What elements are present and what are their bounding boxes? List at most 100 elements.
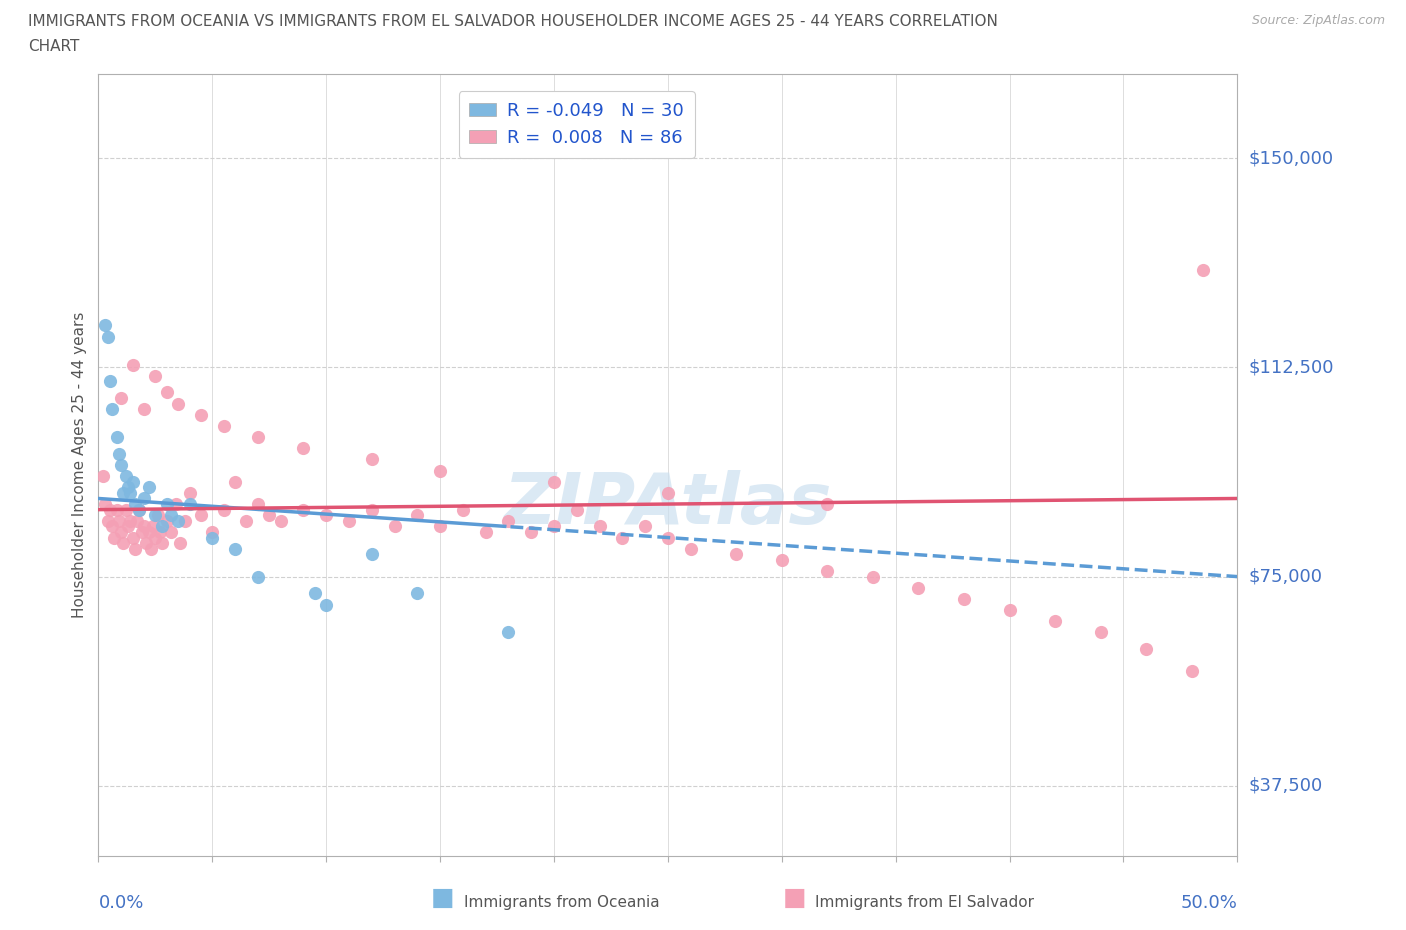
Point <box>139 541 162 556</box>
Point <box>770 552 793 567</box>
Point <box>953 591 976 606</box>
Point <box>117 480 139 495</box>
Point <box>101 519 124 534</box>
Point <box>862 569 884 584</box>
Point <box>128 502 150 517</box>
Point <box>612 530 634 545</box>
Point <box>160 508 183 523</box>
Point <box>292 441 315 456</box>
Point <box>212 418 235 433</box>
Point <box>246 430 269 445</box>
Point <box>315 508 337 523</box>
Point <box>96 329 118 344</box>
Point <box>498 513 520 528</box>
Point <box>190 407 212 422</box>
Point <box>145 530 167 545</box>
Point <box>179 485 201 500</box>
Point <box>142 519 165 534</box>
Point <box>474 525 496 539</box>
Point <box>543 519 565 534</box>
Point <box>120 485 142 500</box>
Point <box>201 525 224 539</box>
Point <box>657 485 679 500</box>
Point <box>131 525 153 539</box>
Point <box>156 497 179 512</box>
Point <box>169 536 191 551</box>
Point <box>120 513 142 528</box>
Point <box>110 458 132 472</box>
Point <box>145 368 167 383</box>
Point <box>145 508 167 523</box>
Point <box>124 541 146 556</box>
Point <box>135 536 157 551</box>
Point <box>190 508 212 523</box>
Point <box>1090 625 1112 640</box>
Point <box>498 625 520 640</box>
Point <box>110 525 132 539</box>
Point <box>112 536 135 551</box>
Y-axis label: Householder Income Ages 25 - 44 years: Householder Income Ages 25 - 44 years <box>72 312 87 618</box>
Point <box>128 502 150 517</box>
Point <box>96 513 118 528</box>
Point <box>110 391 132 405</box>
Point <box>114 502 136 517</box>
Point <box>160 525 183 539</box>
Point <box>360 547 382 562</box>
Point <box>304 586 326 601</box>
Point <box>138 525 160 539</box>
Point <box>429 463 451 478</box>
Text: $150,000: $150,000 <box>1249 149 1333 167</box>
Point <box>1043 614 1066 629</box>
Point <box>105 430 128 445</box>
Point <box>132 491 155 506</box>
Point <box>1181 664 1204 679</box>
Point <box>451 502 474 517</box>
Point <box>101 402 124 417</box>
Point <box>156 385 179 400</box>
Point <box>121 474 143 489</box>
Point <box>815 564 838 578</box>
Point <box>165 497 187 512</box>
Point <box>406 508 429 523</box>
Point <box>167 396 190 411</box>
Point <box>94 497 117 512</box>
Point <box>112 485 135 500</box>
Text: $75,000: $75,000 <box>1249 567 1323 586</box>
Point <box>117 519 139 534</box>
Point <box>998 603 1021 618</box>
Point <box>121 530 143 545</box>
Point <box>565 502 588 517</box>
Legend: R = -0.049   N = 30, R =  0.008   N = 86: R = -0.049 N = 30, R = 0.008 N = 86 <box>458 91 695 158</box>
Point <box>907 580 929 595</box>
Point <box>91 469 114 484</box>
Point <box>150 536 173 551</box>
Point <box>114 469 136 484</box>
Text: 0.0%: 0.0% <box>98 895 143 912</box>
Point <box>103 530 125 545</box>
Point <box>543 474 565 489</box>
Point <box>337 513 360 528</box>
Point <box>224 474 246 489</box>
Point <box>384 519 406 534</box>
Point <box>121 357 143 372</box>
Point <box>725 547 748 562</box>
Text: ■: ■ <box>783 885 806 910</box>
Text: Immigrants from El Salvador: Immigrants from El Salvador <box>815 895 1035 910</box>
Point <box>815 497 838 512</box>
Point <box>149 525 172 539</box>
Text: ZIPAtlas: ZIPAtlas <box>503 470 832 538</box>
Point <box>179 497 201 512</box>
Point <box>657 530 679 545</box>
Point <box>98 374 121 389</box>
Point <box>212 502 235 517</box>
Point <box>127 513 149 528</box>
Point <box>259 508 281 523</box>
Point <box>132 402 155 417</box>
Point <box>174 513 197 528</box>
Text: Source: ZipAtlas.com: Source: ZipAtlas.com <box>1251 14 1385 27</box>
Point <box>292 502 315 517</box>
Point <box>132 519 155 534</box>
Point <box>315 597 337 612</box>
Point <box>1135 642 1157 657</box>
Point <box>146 508 169 523</box>
